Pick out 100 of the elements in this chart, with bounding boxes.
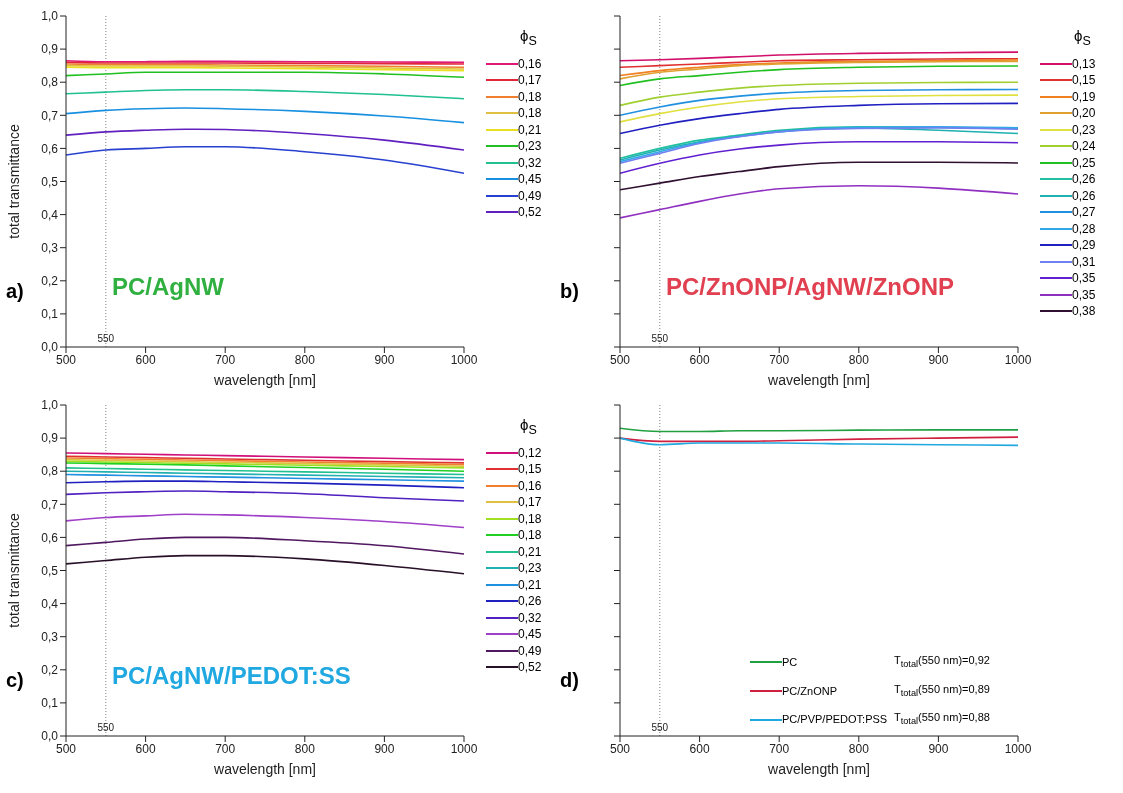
legend-label: 0,15 [1072, 72, 1096, 89]
y-tick-label: 0,6 [41, 141, 59, 156]
y-tick-label: 0,7 [41, 497, 59, 512]
y-tick-label: 0,3 [41, 629, 59, 644]
text: c) [6, 669, 24, 691]
legend-label: PC/ZnONP [782, 683, 838, 699]
y-tick-label: 0,2 [41, 274, 59, 289]
legend-label: 0,16 [518, 477, 542, 494]
legend-label: 0,20 [1072, 105, 1096, 122]
ref-line-label: 550 [97, 333, 115, 344]
x-tick-label: 600 [689, 352, 710, 367]
x-tick-label: 600 [135, 741, 156, 756]
annotation: T$_{total}$(550 nm)=0,88 [894, 710, 990, 729]
x-tick-label: 700 [769, 741, 790, 756]
x-tick-label: 700 [215, 352, 236, 367]
legend-label: 0,35 [1072, 286, 1096, 303]
y-axis-title: total transmittance [5, 513, 22, 628]
legend-label: 0,26 [1072, 187, 1096, 204]
y-tick-label: 0,9 [41, 431, 59, 446]
ref-line-label: 550 [651, 333, 669, 344]
legend-label: 0,18 [518, 88, 542, 105]
x-axis-title: wavelength [nm] [767, 372, 870, 388]
legend-label: 0,15 [518, 461, 542, 478]
legend-label: 0,23 [1072, 121, 1096, 138]
y-tick-label: 1,0 [41, 9, 59, 24]
y-tick-label: 0,1 [41, 307, 59, 322]
y-tick-label: 0,9 [41, 42, 59, 57]
y-tick-label: 0,1 [41, 696, 59, 711]
y-tick-label: 1,0 [41, 398, 59, 413]
legend-label: 0,12 [518, 444, 542, 461]
x-axis-title: wavelength [nm] [767, 761, 870, 777]
x-tick-label: 900 [928, 352, 949, 367]
y-axis-title: total transmittance [5, 124, 22, 239]
text: PC/AgNW/PEDOT:SS [112, 662, 351, 689]
x-tick-label: 800 [848, 741, 870, 756]
text: b) [560, 280, 579, 302]
legend-label: 0,49 [518, 642, 542, 659]
x-axis-title: wavelength [nm] [213, 372, 316, 388]
y-tick-label: 0,7 [41, 108, 59, 123]
legend-label: 0,28 [1072, 220, 1096, 237]
text: a) [6, 280, 24, 302]
legend-label: 0,13 [1072, 55, 1096, 72]
annotation: T$_{total}$(550 nm)=0,89 [894, 681, 990, 700]
legend-label: 0,35 [1072, 270, 1096, 287]
x-tick-label: 900 [374, 352, 395, 367]
legend-label: 0,45 [518, 626, 542, 643]
ref-line-label: 550 [97, 722, 115, 733]
text: PC/ZnONP/AgNW/ZnONP [666, 273, 954, 300]
y-tick-label: 0,5 [41, 563, 59, 578]
x-tick-label: 1000 [1004, 741, 1032, 756]
x-tick-label: 1000 [1004, 352, 1032, 367]
text: d) [560, 669, 579, 691]
y-tick-label: 0,4 [41, 596, 59, 611]
x-axis-title: wavelength [nm] [213, 761, 316, 777]
legend-label: 0,18 [518, 105, 542, 122]
text: PC/AgNW [112, 273, 224, 300]
legend-label: 0,32 [518, 154, 542, 171]
ref-line-label: 550 [651, 722, 669, 733]
y-tick-label: 0,0 [41, 340, 59, 355]
x-tick-label: 800 [848, 352, 870, 367]
y-tick-label: 0,8 [41, 464, 59, 479]
legend-label: 0,52 [518, 659, 542, 676]
y-tick-label: 0,0 [41, 729, 59, 744]
x-tick-label: 500 [609, 352, 631, 367]
legend-label: 0,18 [518, 527, 542, 544]
legend-label: 0,17 [518, 494, 542, 511]
legend-label: 0,26 [518, 593, 542, 610]
legend-label: 0,21 [518, 576, 542, 593]
x-tick-label: 600 [689, 741, 710, 756]
x-tick-label: 1000 [450, 741, 478, 756]
annotation: T$_{total}$(550 nm)=0,92 [894, 653, 990, 672]
legend-label: 0,27 [1072, 204, 1096, 221]
legend-label: 0,18 [518, 510, 542, 527]
legend-label: 0,49 [518, 187, 542, 204]
legend-title: ϕ$_{S}$ [1074, 27, 1091, 48]
legend-label: 0,23 [518, 138, 542, 155]
y-tick-label: 0,2 [41, 663, 59, 678]
legend-label: 0,31 [1072, 253, 1096, 270]
legend-title: ϕ$_{S}$ [520, 27, 537, 48]
legend-label: 0,16 [518, 55, 542, 72]
x-tick-label: 500 [609, 741, 631, 756]
legend-label: 0,38 [1072, 303, 1096, 320]
legend-label: 0,32 [518, 609, 542, 626]
x-tick-label: 900 [928, 741, 949, 756]
y-tick-label: 0,8 [41, 75, 59, 90]
legend-label: 0,24 [1072, 138, 1096, 155]
x-tick-label: 1000 [450, 352, 478, 367]
x-tick-label: 800 [294, 741, 316, 756]
legend-label: 0,52 [518, 204, 542, 221]
x-tick-label: 800 [294, 352, 316, 367]
legend-label: 0,26 [1072, 171, 1096, 188]
x-tick-label: 700 [215, 741, 236, 756]
y-tick-label: 0,4 [41, 207, 59, 222]
x-tick-label: 600 [135, 352, 156, 367]
x-tick-label: 500 [55, 352, 77, 367]
legend-label: 0,45 [518, 171, 542, 188]
legend-label: 0,17 [518, 72, 542, 89]
y-tick-label: 0,5 [41, 174, 59, 189]
x-tick-label: 700 [769, 352, 790, 367]
legend-label: PC/PVP/PEDOT:PSS [782, 712, 889, 728]
